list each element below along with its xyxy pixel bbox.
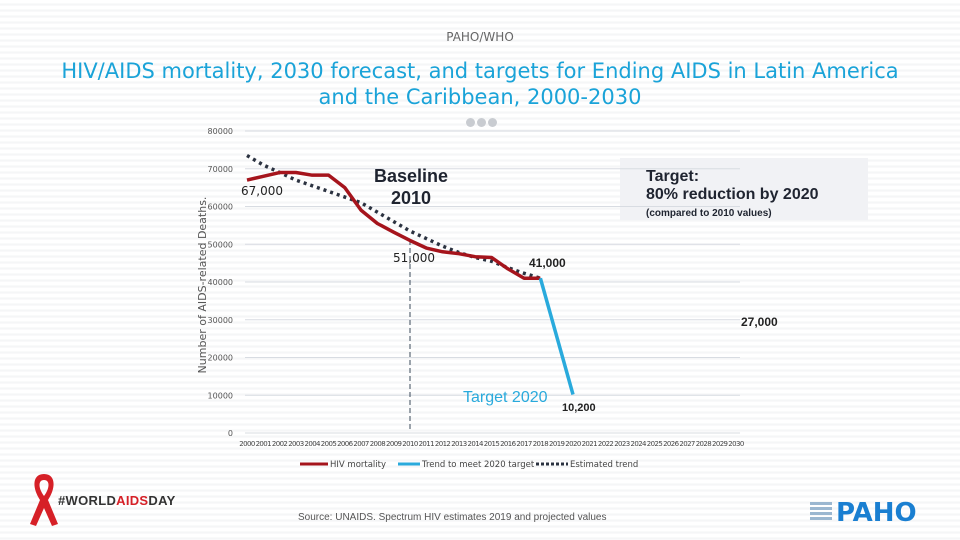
y-tick-label: 60000 — [208, 203, 233, 212]
x-tick-label: 2011 — [419, 440, 435, 448]
x-tick-label: 2022 — [598, 440, 614, 448]
world-aids-day-hashtag: #WORLDAIDSDAY — [58, 493, 176, 508]
x-tick-label: 2024 — [630, 440, 647, 448]
y-tick-label: 70000 — [208, 165, 233, 174]
x-tick-label: 2014 — [467, 440, 484, 448]
chart-title: HIV/AIDS mortality, 2030 forecast, and t… — [60, 58, 900, 110]
target-annotation-line2: 80% reduction by 2020 — [646, 186, 819, 203]
y-tick-label: 0 — [228, 429, 233, 438]
y-tick-label: 30000 — [208, 316, 233, 325]
baseline-annotation-line2: 2010 — [391, 188, 431, 208]
x-tick-label: 2012 — [435, 440, 451, 448]
x-tick-label: 2030 — [728, 440, 744, 448]
y-tick-label: 50000 — [208, 240, 233, 249]
red-ribbon-icon — [30, 474, 58, 526]
x-tick-label: 2020 — [565, 440, 581, 448]
x-tick-label: 2000 — [239, 440, 255, 448]
x-axis-ticks: 2000 2001 2002 2003 2004 2005 2006 2007 2008 2009… — [239, 440, 744, 448]
x-tick-label: 2006 — [337, 440, 354, 448]
x-tick-label: 2004 — [304, 440, 321, 448]
x-tick-label: 2001 — [256, 440, 272, 448]
x-tick-label: 2025 — [647, 440, 663, 448]
x-tick-label: 2015 — [484, 440, 500, 448]
x-tick-label: 2013 — [451, 440, 467, 448]
x-tick-label: 2003 — [288, 440, 304, 448]
legend: HIV mortality Trend to meet 2020 target Es… — [300, 460, 638, 470]
legend-label: Trend to meet 2020 target — [421, 460, 535, 470]
x-tick-label: 2009 — [386, 440, 402, 448]
label-41000: 41,000 — [529, 256, 566, 270]
x-tick-label: 2010 — [402, 440, 418, 448]
x-tick-label: 2027 — [679, 440, 695, 448]
organization-label: PAHO/WHO — [446, 30, 514, 44]
x-tick-label: 2002 — [272, 440, 288, 448]
baseline-annotation-line1: Baseline — [374, 166, 448, 186]
target-annotation-line3: (compared to 2010 values) — [646, 208, 772, 219]
legend-label: HIV mortality — [330, 460, 386, 470]
target-annotation-line1: Target: — [646, 168, 699, 185]
grid-lines — [245, 130, 740, 434]
x-tick-label: 2019 — [549, 440, 565, 448]
x-tick-label: 2008 — [370, 440, 386, 448]
x-tick-label: 2018 — [533, 440, 549, 448]
y-axis-label: Number of AIDS-related Deaths. — [196, 197, 209, 374]
x-tick-label: 2005 — [321, 440, 337, 448]
x-tick-label: 2007 — [353, 440, 369, 448]
y-tick-label: 20000 — [208, 354, 233, 363]
target-2020-label: Target 2020 — [463, 389, 548, 406]
label-27000: 27,000 — [741, 315, 778, 329]
y-tick-label: 80000 — [208, 127, 233, 136]
chart-title-line1: HIV/AIDS mortality, 2030 forecast, and t… — [61, 59, 899, 83]
label-10200: 10,200 — [562, 402, 596, 414]
x-tick-label: 2023 — [614, 440, 630, 448]
x-tick-label: 2028 — [696, 440, 712, 448]
slide-dots-decoration — [466, 114, 499, 132]
y-axis-ticks: 0 10000 20000 30000 40000 50000 60000 70000 8000… — [208, 127, 233, 438]
trend-to-target-line — [538, 277, 575, 395]
who-emblem-icon — [800, 500, 832, 526]
legend-label: Estimated trend — [570, 460, 638, 470]
paho-logo: PAHO — [836, 498, 917, 528]
x-tick-label: 2026 — [663, 440, 680, 448]
y-tick-label: 40000 — [208, 278, 233, 287]
x-tick-label: 2017 — [516, 440, 532, 448]
chart-title-line2: and the Caribbean, 2000-2030 — [318, 85, 642, 109]
y-tick-label: 10000 — [208, 391, 233, 400]
label-67000: 67,000 — [241, 184, 283, 198]
source-note: Source: UNAIDS. Spectrum HIV estimates 2… — [298, 512, 607, 523]
x-tick-label: 2021 — [582, 440, 598, 448]
x-tick-label: 2016 — [500, 440, 517, 448]
x-tick-label: 2029 — [712, 440, 728, 448]
label-51000: 51,000 — [393, 251, 435, 265]
